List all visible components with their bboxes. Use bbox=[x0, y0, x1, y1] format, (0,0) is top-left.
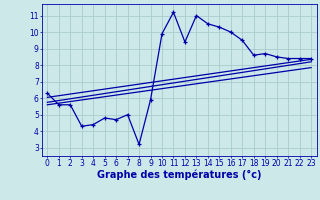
X-axis label: Graphe des températures (°c): Graphe des températures (°c) bbox=[97, 169, 261, 180]
